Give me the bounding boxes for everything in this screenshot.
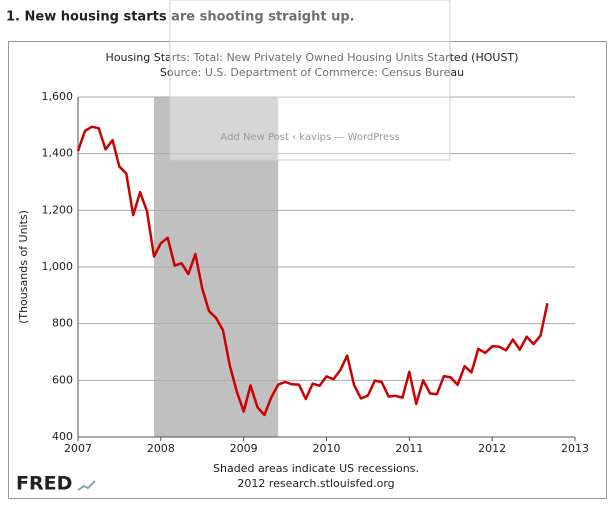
y-tick-label: 800 bbox=[52, 317, 73, 330]
y-tick-label: 600 bbox=[52, 373, 73, 386]
logo-icon bbox=[77, 480, 96, 491]
overlay-window bbox=[169, 0, 451, 161]
y-tick-label: 1,200 bbox=[42, 203, 74, 216]
x-tick-label: 2013 bbox=[561, 442, 589, 455]
x-tick-label: 2011 bbox=[395, 442, 423, 455]
x-tick-label: 2012 bbox=[478, 442, 506, 455]
data-line bbox=[76, 125, 549, 417]
chart-subtitle: Source: U.S. Department of Commerce: Cen… bbox=[160, 66, 464, 79]
source-line: 2012 research.stlouisfed.org bbox=[237, 477, 394, 490]
y-tick-label: 1,400 bbox=[42, 147, 74, 160]
y-tick-label: 1,000 bbox=[42, 260, 74, 273]
recession-note: Shaded areas indicate US recessions. bbox=[213, 462, 419, 475]
fred-logo: FRED bbox=[16, 473, 72, 495]
x-tick-label: 2010 bbox=[313, 442, 341, 455]
overlay-text: Add New Post ‹ kavips — WordPress bbox=[220, 132, 399, 143]
chart-title: Housing Starts: Total: New Privately Own… bbox=[106, 51, 519, 64]
x-tick-label: 2009 bbox=[230, 442, 258, 455]
chart-frame bbox=[8, 41, 607, 499]
heading: 1. New housing starts are shooting strai… bbox=[6, 10, 355, 25]
y-tick-label: 1,600 bbox=[42, 90, 74, 103]
x-tick-label: 2008 bbox=[147, 442, 175, 455]
x-tick-label: 2007 bbox=[64, 442, 92, 455]
y-axis-label: (Thousands of Units) bbox=[17, 210, 30, 324]
y-tick-label: 400 bbox=[52, 430, 73, 443]
